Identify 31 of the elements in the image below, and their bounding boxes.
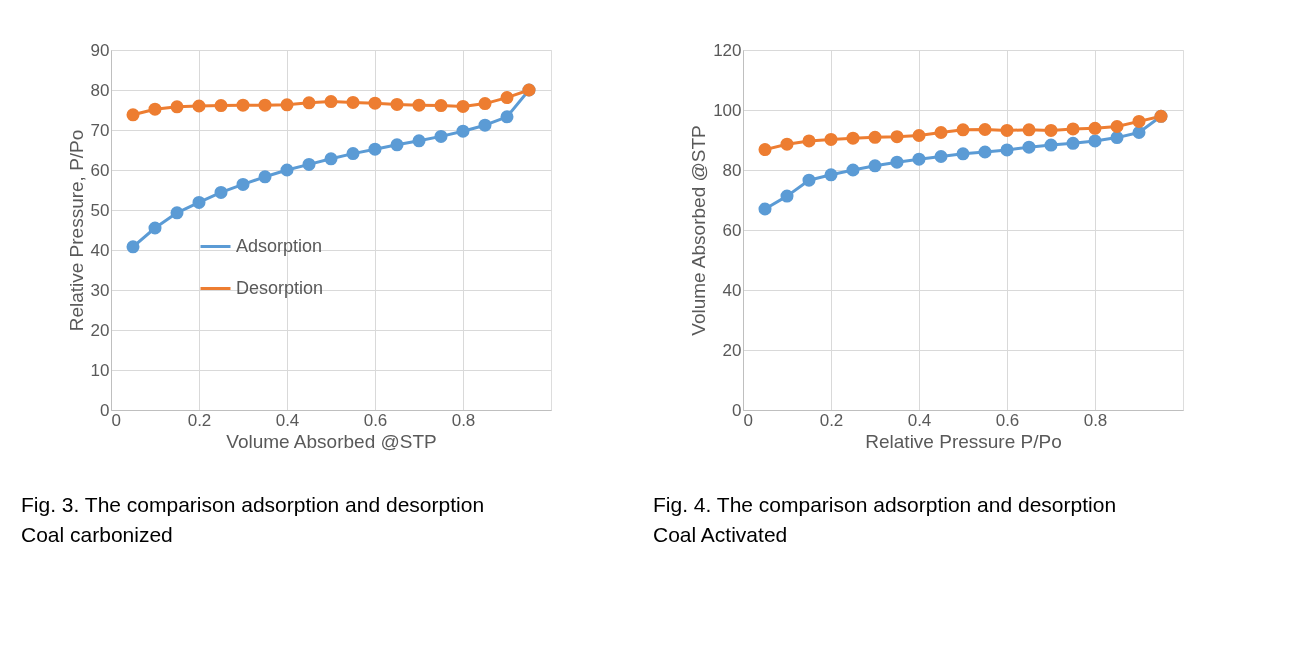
y-tick-label: 60 xyxy=(722,220,742,240)
y-tick-label: 90 xyxy=(90,40,110,60)
x-tick-label: 0.2 xyxy=(819,410,844,430)
x-tick-label: 0.6 xyxy=(363,410,388,430)
x-axis-title: Relative Pressure P/Po xyxy=(865,430,1062,452)
y-tick-label: 70 xyxy=(90,120,110,140)
x-tick-label: 0.4 xyxy=(275,410,300,430)
y-tick-label: 40 xyxy=(722,280,742,300)
y-axis-title: Relative Pressure, P/Po xyxy=(65,129,87,332)
y-tick-label: 120 xyxy=(713,40,742,60)
y-tick-label: 30 xyxy=(90,280,110,300)
legend-label: Desorption xyxy=(236,277,324,298)
y-tick-label: 100 xyxy=(713,100,742,120)
y-tick-label: 60 xyxy=(90,160,110,180)
y-axis-title: Volume Absorbed @STP xyxy=(688,125,710,336)
y-tick-label: 20 xyxy=(90,320,110,340)
y-tick-label: 10 xyxy=(90,360,110,380)
x-tick-label: 0.4 xyxy=(907,410,932,430)
x-tick-label: 0.2 xyxy=(187,410,212,430)
x-tick-label: 0.8 xyxy=(451,410,476,430)
x-axis-title: Volume Absorbed @STP xyxy=(226,430,437,452)
legend-label: Adsorption xyxy=(236,235,323,256)
x-tick-label: 0.6 xyxy=(995,410,1020,430)
y-tick-label: 50 xyxy=(90,200,110,220)
caption: Fig. 4. The comparison adsorption and desorption Coal Activated xyxy=(653,493,1117,546)
y-tick-label: 20 xyxy=(722,340,742,360)
y-tick-label: 40 xyxy=(90,240,110,260)
x-tick-label: 0.8 xyxy=(1083,410,1108,430)
y-tick-label: 80 xyxy=(722,160,742,180)
caption: Fig. 3. The comparison adsorption and desorption Coal carbonized xyxy=(21,493,485,546)
y-tick-label: 80 xyxy=(90,80,110,100)
